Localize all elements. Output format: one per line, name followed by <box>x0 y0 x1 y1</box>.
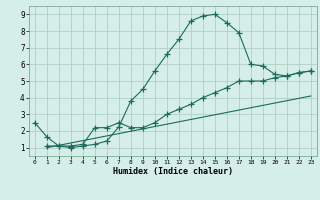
X-axis label: Humidex (Indice chaleur): Humidex (Indice chaleur) <box>113 167 233 176</box>
